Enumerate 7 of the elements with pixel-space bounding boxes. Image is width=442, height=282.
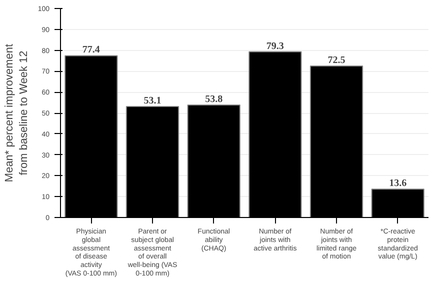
data-label: 53.8 [205, 94, 223, 106]
data-label: 77.4 [82, 44, 100, 56]
data-label: 13.6 [389, 178, 407, 190]
y-axis-title: Mean* percent improvement from baseline to Week 12 [3, 44, 30, 182]
data-label: 72.5 [328, 54, 346, 66]
data-label: 79.3 [266, 40, 284, 52]
data-label: 53.1 [144, 96, 162, 107]
